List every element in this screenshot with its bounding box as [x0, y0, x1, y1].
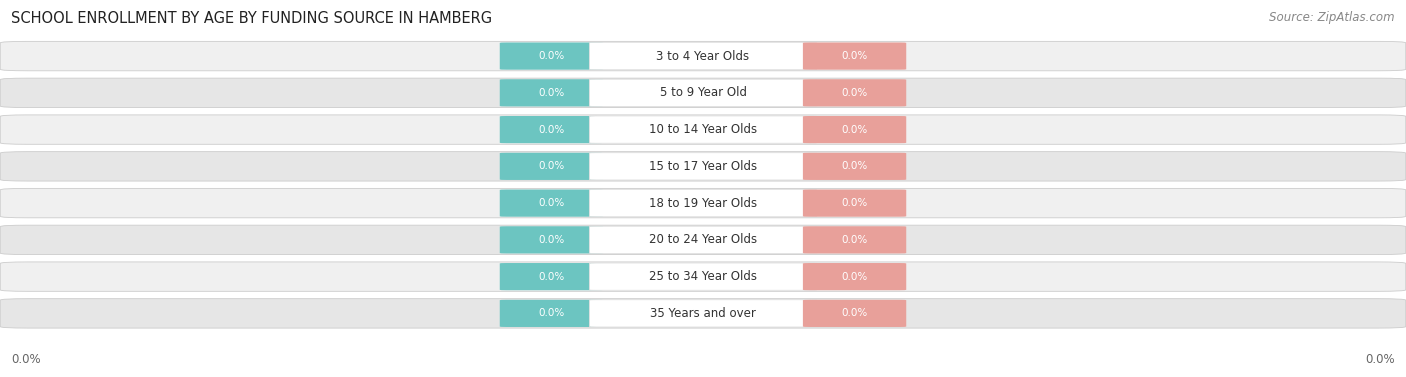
FancyBboxPatch shape	[803, 79, 907, 106]
FancyBboxPatch shape	[589, 116, 817, 143]
FancyBboxPatch shape	[589, 263, 817, 290]
Text: 0.0%: 0.0%	[841, 88, 868, 98]
FancyBboxPatch shape	[589, 79, 817, 106]
Text: 0.0%: 0.0%	[538, 271, 565, 282]
Text: 10 to 14 Year Olds: 10 to 14 Year Olds	[650, 123, 756, 136]
FancyBboxPatch shape	[803, 43, 907, 70]
FancyBboxPatch shape	[803, 300, 907, 327]
FancyBboxPatch shape	[0, 78, 1406, 107]
FancyBboxPatch shape	[499, 153, 603, 180]
Text: 0.0%: 0.0%	[841, 51, 868, 61]
Text: 0.0%: 0.0%	[538, 88, 565, 98]
FancyBboxPatch shape	[0, 152, 1406, 181]
FancyBboxPatch shape	[0, 41, 1406, 71]
Text: 0.0%: 0.0%	[538, 308, 565, 319]
FancyBboxPatch shape	[803, 153, 907, 180]
Text: 0.0%: 0.0%	[841, 161, 868, 172]
FancyBboxPatch shape	[803, 263, 907, 290]
Text: 20 to 24 Year Olds: 20 to 24 Year Olds	[650, 233, 756, 246]
FancyBboxPatch shape	[589, 300, 817, 327]
FancyBboxPatch shape	[589, 43, 817, 70]
Text: 0.0%: 0.0%	[11, 353, 41, 366]
Text: 0.0%: 0.0%	[538, 51, 565, 61]
Text: 0.0%: 0.0%	[841, 235, 868, 245]
Text: 5 to 9 Year Old: 5 to 9 Year Old	[659, 86, 747, 99]
FancyBboxPatch shape	[0, 115, 1406, 144]
FancyBboxPatch shape	[589, 153, 817, 180]
Text: 18 to 19 Year Olds: 18 to 19 Year Olds	[650, 197, 756, 210]
Text: 0.0%: 0.0%	[538, 161, 565, 172]
FancyBboxPatch shape	[499, 263, 603, 290]
Text: 3 to 4 Year Olds: 3 to 4 Year Olds	[657, 50, 749, 63]
FancyBboxPatch shape	[589, 190, 817, 217]
FancyBboxPatch shape	[803, 116, 907, 143]
Text: 0.0%: 0.0%	[1365, 353, 1395, 366]
Text: 0.0%: 0.0%	[538, 124, 565, 135]
Text: 0.0%: 0.0%	[841, 308, 868, 319]
Text: 0.0%: 0.0%	[841, 198, 868, 208]
FancyBboxPatch shape	[499, 116, 603, 143]
FancyBboxPatch shape	[499, 226, 603, 253]
FancyBboxPatch shape	[0, 225, 1406, 254]
Text: 35 Years and over: 35 Years and over	[650, 307, 756, 320]
FancyBboxPatch shape	[803, 190, 907, 217]
FancyBboxPatch shape	[0, 188, 1406, 218]
FancyBboxPatch shape	[803, 226, 907, 253]
Text: 0.0%: 0.0%	[841, 271, 868, 282]
FancyBboxPatch shape	[499, 43, 603, 70]
FancyBboxPatch shape	[499, 190, 603, 217]
Text: 25 to 34 Year Olds: 25 to 34 Year Olds	[650, 270, 756, 283]
FancyBboxPatch shape	[0, 262, 1406, 291]
Text: 15 to 17 Year Olds: 15 to 17 Year Olds	[650, 160, 756, 173]
Text: Source: ZipAtlas.com: Source: ZipAtlas.com	[1270, 11, 1395, 24]
Text: SCHOOL ENROLLMENT BY AGE BY FUNDING SOURCE IN HAMBERG: SCHOOL ENROLLMENT BY AGE BY FUNDING SOUR…	[11, 11, 492, 26]
FancyBboxPatch shape	[589, 226, 817, 253]
FancyBboxPatch shape	[0, 299, 1406, 328]
FancyBboxPatch shape	[499, 79, 603, 106]
FancyBboxPatch shape	[499, 300, 603, 327]
Text: 0.0%: 0.0%	[841, 124, 868, 135]
Text: 0.0%: 0.0%	[538, 235, 565, 245]
Text: 0.0%: 0.0%	[538, 198, 565, 208]
